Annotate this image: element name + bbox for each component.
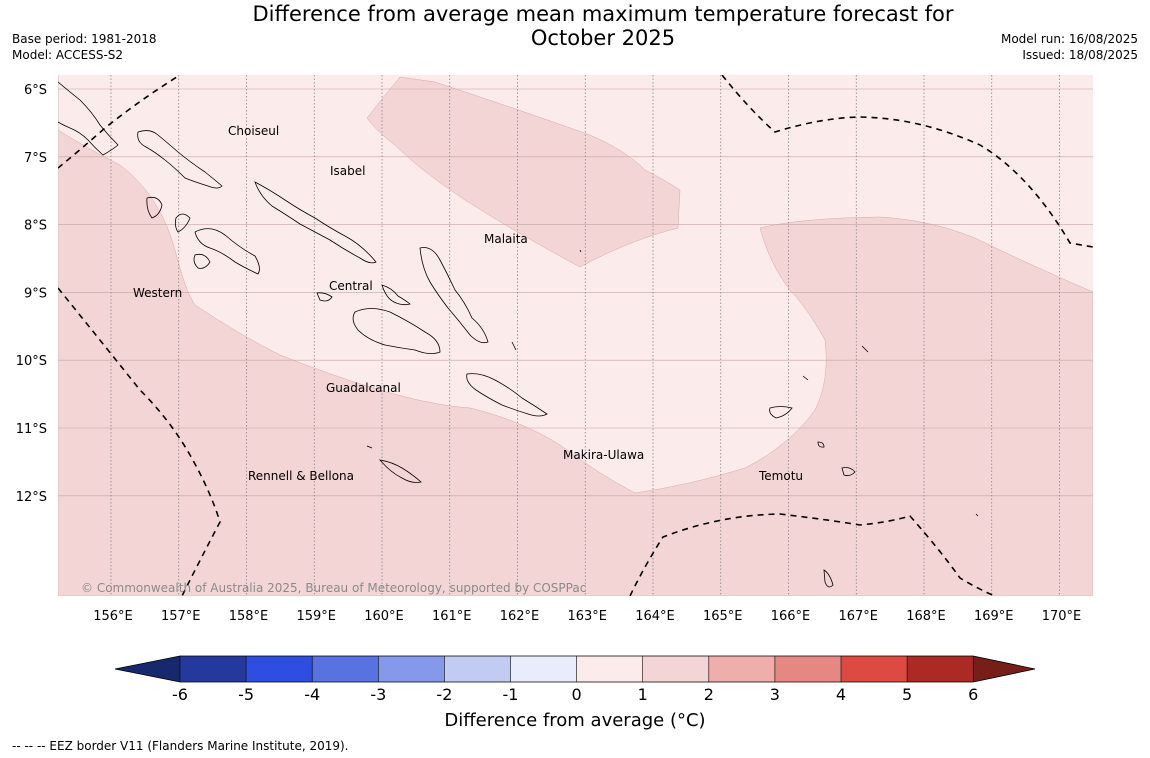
island-ontong bbox=[511, 249, 582, 351]
lon-tick-label: 165°E bbox=[703, 609, 743, 624]
lat-tick-label: 10°S bbox=[16, 354, 47, 369]
lat-tick-label: 12°S bbox=[16, 490, 47, 505]
label-temotu: Temotu bbox=[758, 469, 803, 483]
lon-tick-label: 158°E bbox=[229, 609, 269, 624]
eez-north-east bbox=[721, 75, 1093, 248]
lon-tick-label: 159°E bbox=[296, 609, 336, 624]
lon-tick-label: 168°E bbox=[906, 609, 946, 624]
island-makira bbox=[466, 373, 548, 417]
label-choiseul: Choiseul bbox=[228, 124, 279, 138]
island-new-georgia bbox=[174, 213, 260, 275]
chart-title: Difference from average mean maximum tem… bbox=[0, 2, 1150, 50]
graticule bbox=[58, 75, 1093, 596]
region-labels: Choiseul Isabel Malaita Central Western … bbox=[133, 124, 803, 483]
meta-left: Base period: 1981-2018 Model: ACCESS-S2 bbox=[12, 31, 157, 63]
colorbar-under-arrow bbox=[115, 656, 180, 682]
lon-tick-label: 160°E bbox=[364, 609, 404, 624]
island-small-east bbox=[823, 345, 979, 588]
colorbar-segment bbox=[444, 656, 511, 682]
island-malaita bbox=[419, 247, 489, 344]
colorbar-segment bbox=[708, 656, 775, 682]
label-central: Central bbox=[329, 279, 373, 293]
lon-tick-label: 167°E bbox=[838, 609, 878, 624]
lat-tick-label: 11°S bbox=[16, 422, 47, 437]
colorbar-segment bbox=[378, 656, 445, 682]
island-santa-cruz bbox=[769, 375, 856, 476]
label-guadalcanal: Guadalcanal bbox=[326, 381, 401, 395]
island-isabel bbox=[254, 181, 377, 264]
eez-footnote: -- -- -- EEZ border V11 (Flanders Marine… bbox=[12, 739, 349, 753]
label-malaita: Malaita bbox=[484, 232, 528, 246]
colorbar-segment bbox=[841, 656, 908, 682]
colorbar-tick-label: 0 bbox=[572, 685, 582, 704]
latitude-labels: 6°S 7°S 8°S 9°S 10°S 11°S 12°S bbox=[16, 83, 47, 505]
lon-tick-label: 163°E bbox=[567, 609, 607, 624]
island-guadalcanal bbox=[352, 308, 441, 354]
lon-tick-label: 161°E bbox=[432, 609, 472, 624]
colorbar-segment bbox=[907, 656, 974, 682]
lon-tick-label: 162°E bbox=[500, 609, 540, 624]
colorbar-segment bbox=[180, 656, 247, 682]
lat-tick-label: 9°S bbox=[24, 286, 47, 301]
colorbar-tick-label: -1 bbox=[503, 685, 519, 704]
eez-borders bbox=[58, 75, 1093, 596]
label-rennell-bellona: Rennell & Bellona bbox=[248, 469, 354, 483]
copyright-notice: © Commonwealth of Australia 2025, Bureau… bbox=[81, 581, 586, 595]
label-makira-ulawa: Makira-Ulawa bbox=[563, 448, 644, 462]
island-rennell bbox=[366, 445, 422, 483]
label-western: Western bbox=[133, 286, 182, 300]
island-bougainville bbox=[58, 81, 119, 156]
lat-tick-label: 7°S bbox=[24, 151, 47, 166]
base-period: Base period: 1981-2018 bbox=[12, 32, 157, 46]
colorbar-segment bbox=[576, 656, 643, 682]
lon-tick-label: 156°E bbox=[93, 609, 133, 624]
lat-tick-label: 8°S bbox=[24, 219, 47, 234]
colorbar-tick-label: 3 bbox=[770, 685, 780, 704]
title-line-1: Difference from average mean maximum tem… bbox=[252, 2, 954, 26]
colorbar-tick-label: -3 bbox=[370, 685, 386, 704]
colorbar-tick-label: 1 bbox=[638, 685, 648, 704]
colorbar-tick-label: -4 bbox=[304, 685, 320, 704]
colorbar-tick-label: 5 bbox=[902, 685, 912, 704]
lat-tick-label: 6°S bbox=[24, 83, 47, 98]
eez-west bbox=[58, 287, 221, 596]
anomaly-1-to-2-west-south bbox=[58, 75, 1093, 596]
colorbar-segment bbox=[774, 656, 841, 682]
colorbar-tick-label: 2 bbox=[704, 685, 714, 704]
colorbar-over-arrow bbox=[973, 656, 1035, 682]
coastlines bbox=[58, 81, 979, 588]
island-vella-lavella bbox=[146, 196, 211, 269]
longitude-labels: 156°E 157°E 158°E 159°E 160°E 161°E 162°E 163°E… bbox=[93, 609, 1081, 624]
colorbar-tick-label: -5 bbox=[238, 685, 254, 704]
meta-right: Model run: 16/08/2025 Issued: 18/08/2025 bbox=[1001, 31, 1138, 63]
colorbar-segment bbox=[510, 656, 577, 682]
colorbar-segment bbox=[312, 656, 379, 682]
title-line-2: October 2025 bbox=[530, 26, 676, 50]
lon-tick-label: 169°E bbox=[974, 609, 1014, 624]
model-name: Model: ACCESS-S2 bbox=[12, 48, 124, 62]
anomaly-1-to-2-north bbox=[366, 76, 681, 268]
label-isabel: Isabel bbox=[330, 164, 365, 178]
map-area: Choiseul Isabel Malaita Central Western … bbox=[58, 75, 1093, 596]
lon-tick-label: 164°E bbox=[635, 609, 675, 624]
eez-south bbox=[629, 513, 996, 596]
lon-tick-label: 166°E bbox=[771, 609, 811, 624]
colorbar-tick-label: 4 bbox=[836, 685, 846, 704]
colorbar-tick-label: -2 bbox=[436, 685, 452, 704]
colorbar-tick-label: 6 bbox=[968, 685, 978, 704]
colorbar-label: Difference from average (°C) bbox=[444, 710, 706, 731]
colorbar: -6 -5 -4 -3 -2 -1 0 1 2 3 4 5 6 bbox=[114, 655, 1036, 704]
lon-tick-label: 170°E bbox=[1042, 609, 1082, 624]
colorbar-segment bbox=[246, 656, 313, 682]
colorbar-tick-label: -6 bbox=[172, 685, 188, 704]
colorbar-segment bbox=[642, 656, 709, 682]
island-choiseul bbox=[137, 130, 223, 189]
model-run: Model run: 16/08/2025 bbox=[1000, 32, 1138, 46]
lon-tick-label: 157°E bbox=[161, 609, 201, 624]
island-florida bbox=[316, 284, 411, 306]
issued-date: Issued: 18/08/2025 bbox=[1022, 48, 1138, 62]
